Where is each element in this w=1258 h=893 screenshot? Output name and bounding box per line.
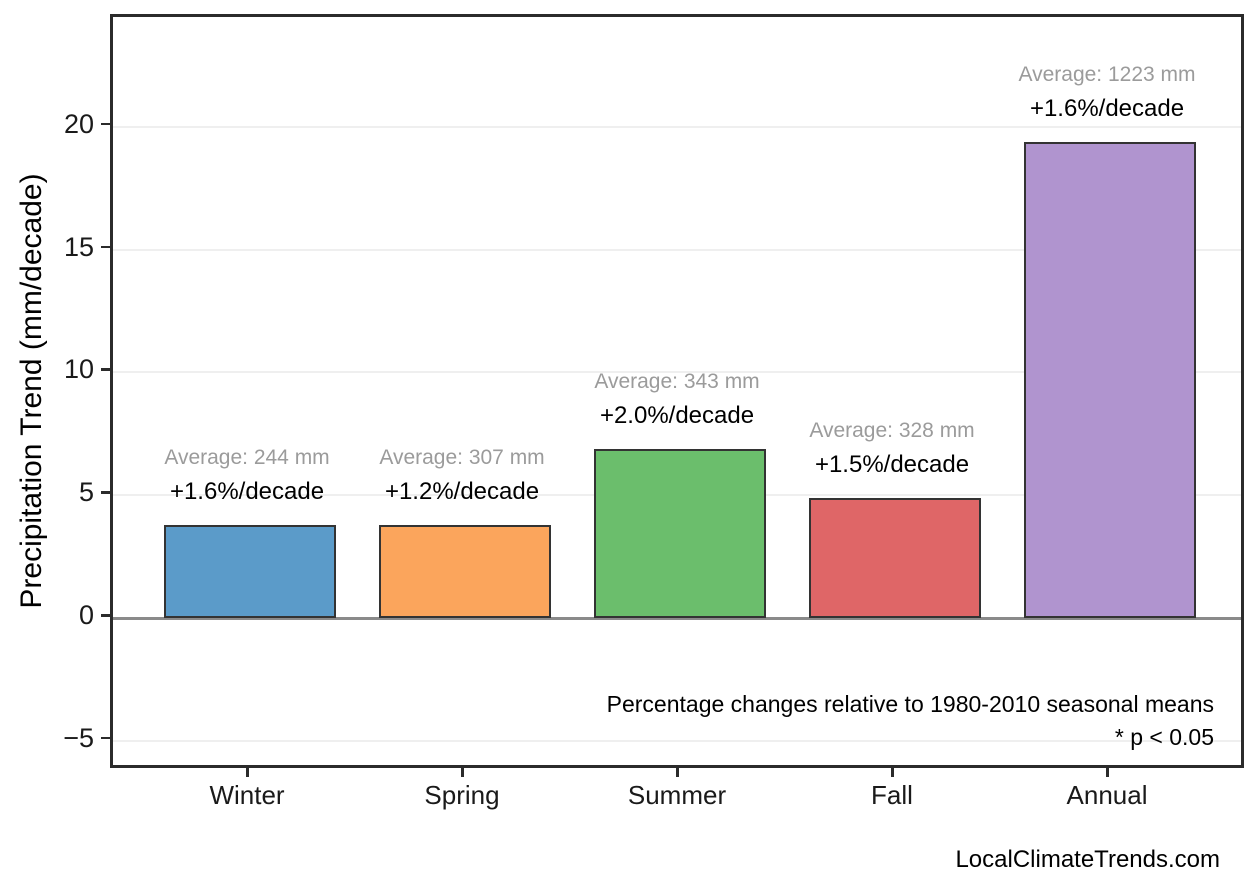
bar-winter: [164, 524, 336, 618]
bar-fall: [809, 497, 981, 618]
average-label-fall: Average: 328 mm: [809, 418, 975, 442]
x-tick-mark: [1106, 768, 1109, 777]
plot-area: [110, 14, 1244, 768]
gridline: [113, 125, 1241, 128]
zero-line: [113, 617, 1241, 620]
x-tick-label-fall: Fall: [871, 780, 913, 810]
x-tick-label-winter: Winter: [209, 780, 285, 810]
x-tick-mark: [676, 768, 679, 777]
gridline: [113, 739, 1241, 742]
x-tick-label-annual: Annual: [1066, 780, 1148, 810]
average-label-summer: Average: 343 mm: [594, 369, 760, 393]
y-tick-label: 15: [63, 231, 94, 262]
average-label-spring: Average: 307 mm: [379, 445, 545, 469]
x-tick-mark: [461, 768, 464, 777]
percent-label-summer: +2.0%/decade: [599, 401, 755, 429]
annotation-percentage-note: Percentage changes relative to 1980-2010…: [606, 691, 1214, 717]
percent-label-fall: +1.5%/decade: [814, 450, 970, 478]
x-tick-mark: [246, 768, 249, 777]
y-tick-mark: [101, 491, 110, 494]
x-tick-label-summer: Summer: [627, 780, 727, 810]
y-tick-mark: [101, 614, 110, 617]
y-tick-mark: [101, 245, 110, 249]
y-tick-mark: [101, 368, 110, 371]
y-tick-label: 20: [63, 108, 94, 139]
percent-label-winter: +1.6%/decade: [169, 477, 325, 505]
x-tick-label-spring: Spring: [424, 780, 500, 810]
percent-label-spring: +1.2%/decade: [384, 477, 540, 505]
y-tick-mark: [101, 122, 110, 126]
bar-spring: [379, 524, 551, 618]
y-tick-label: 10: [63, 354, 94, 385]
average-label-annual: Average: 1223 mm: [1018, 62, 1196, 86]
average-label-winter: Average: 244 mm: [164, 445, 330, 469]
annotation-significance-note: * p < 0.05: [1114, 724, 1214, 750]
bar-summer: [594, 448, 766, 618]
watermark-text: LocalClimateTrends.com: [955, 846, 1220, 873]
percent-label-annual: +1.6%/decade: [1029, 94, 1185, 122]
y-tick-label: 5: [78, 477, 94, 508]
bar-annual: [1024, 141, 1196, 618]
y-tick-mark: [101, 736, 110, 740]
gridline: [113, 371, 1241, 374]
gridline: [113, 248, 1241, 251]
y-tick-label: −5: [63, 722, 94, 753]
y-tick-label: 0: [78, 600, 94, 630]
x-tick-mark: [891, 768, 894, 777]
